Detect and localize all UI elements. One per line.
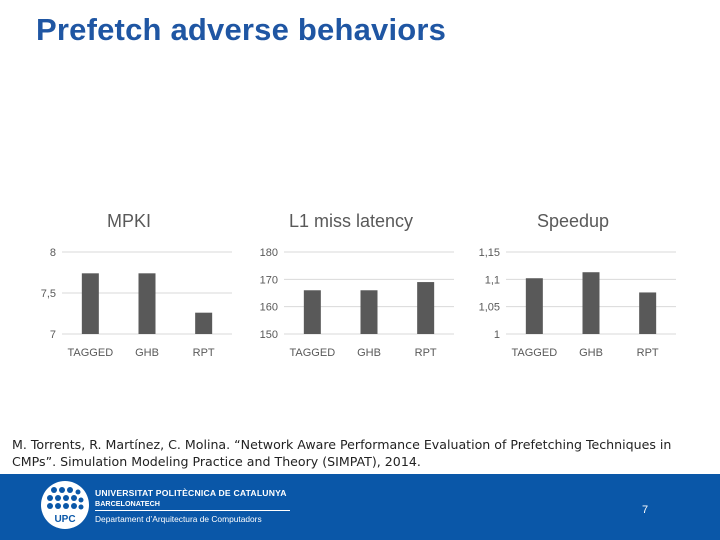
bar-rpt [195, 312, 213, 334]
category-label: RPT [415, 347, 437, 359]
footer-divider [95, 510, 290, 511]
category-label: TAGGED [290, 347, 336, 359]
bar-tagged [81, 273, 99, 334]
chart-mpki: MPKI 7 7,5 8 TAGGED GHB RPT [18, 205, 240, 365]
chart-speedup: Speedup 1 1,05 1,1 1,15 TAGGED GHB RPT [462, 205, 684, 365]
bar-ghb [360, 290, 378, 334]
logo-text: UPC [54, 514, 75, 525]
slide-title: Prefetch adverse behaviors [36, 12, 447, 47]
page-number: 7 [642, 504, 649, 516]
y-tick-label: 7 [50, 329, 56, 341]
upc-logo-icon: UPC [41, 481, 89, 529]
y-tick-label: 7,5 [41, 288, 56, 300]
y-tick-label: 160 [260, 302, 278, 314]
y-tick-label: 1,05 [479, 302, 500, 314]
university-name: UNIVERSITAT POLITÈCNICA DE CATALUNYA [95, 488, 287, 498]
y-tick-label: 170 [260, 274, 278, 286]
category-label: RPT [193, 347, 215, 359]
category-label: GHB [135, 347, 159, 359]
chart-l1-miss-latency-svg: L1 miss latency 150 160 170 180 TAGGED GHB RPT [260, 211, 454, 359]
category-label: TAGGED [512, 347, 558, 359]
bar-tagged [303, 290, 321, 334]
chart-l1-miss-latency: L1 miss latency 150 160 170 180 TAGGED GHB RPT [240, 205, 462, 365]
university-campus: BARCELONATECH [95, 499, 160, 508]
chart-title: L1 miss latency [289, 211, 413, 231]
chart-speedup-svg: Speedup 1 1,05 1,1 1,15 TAGGED GHB RPT [479, 211, 676, 359]
category-label: TAGGED [68, 347, 114, 359]
department-name: Departament d’Arquitectura de Computador… [95, 514, 262, 524]
footer-bar: UPC UNIVERSITAT POLITÈCNICA DE CATALUNYA… [0, 474, 720, 540]
chart-title: Speedup [537, 211, 609, 231]
bar-ghb [138, 273, 156, 334]
y-tick-label: 1,1 [485, 274, 500, 286]
category-label: GHB [357, 347, 381, 359]
bar-rpt [417, 282, 435, 334]
bar-ghb [582, 272, 600, 334]
chart-title: MPKI [107, 211, 151, 231]
citation: M. Torrents, R. Martínez, C. Molina. “Ne… [12, 437, 672, 469]
category-label: RPT [637, 347, 659, 359]
y-tick-label: 180 [260, 247, 278, 259]
y-tick-label: 1,15 [479, 247, 500, 259]
y-tick-label: 8 [50, 247, 56, 259]
category-label: GHB [579, 347, 603, 359]
bar-tagged [525, 278, 543, 334]
y-tick-label: 1 [494, 329, 500, 341]
bar-rpt [639, 292, 657, 334]
y-tick-label: 150 [260, 329, 278, 341]
chart-mpki-svg: MPKI 7 7,5 8 TAGGED GHB RPT [41, 211, 232, 359]
